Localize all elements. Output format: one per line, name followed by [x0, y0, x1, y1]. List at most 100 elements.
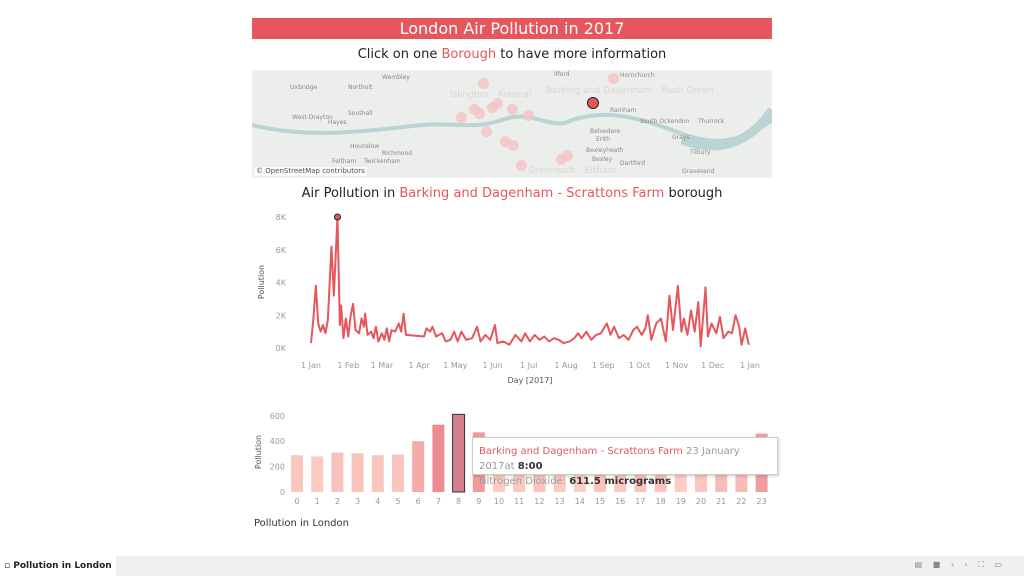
x-tick-label: 1 Jul	[520, 361, 537, 370]
map-place-label: Bexley	[592, 156, 613, 163]
x-tick-label: 17	[635, 497, 645, 506]
map-place-label: Dartford	[620, 160, 646, 167]
bar-hour-3	[351, 453, 364, 492]
x-tick-label: 2	[335, 497, 340, 506]
borough-marker[interactable]	[500, 136, 511, 147]
map-place-label: Richmond	[382, 150, 413, 157]
x-tick-label: 1 Sep	[592, 361, 615, 370]
map-place-label: Bexleyheath	[586, 147, 624, 154]
tooltip-measure-value: 611.5 micrograms	[569, 476, 672, 487]
x-tick-label: 19	[676, 497, 686, 506]
x-tick-label: 21	[716, 497, 726, 506]
thames-river	[252, 107, 772, 151]
x-tick-label: 8	[456, 497, 461, 506]
bar-hour-1	[311, 456, 324, 492]
x-tick-label: 1 Nov	[665, 361, 689, 370]
selected-borough-marker[interactable]	[587, 97, 599, 109]
x-tick-label: 6	[416, 497, 421, 506]
view-controls[interactable]: ▤ ■ ‹ › ⛶ ▭	[914, 560, 1006, 569]
line-chart-title: Air Pollution in Barking and Dagenham - …	[252, 186, 772, 201]
x-tick-label: 9	[476, 497, 481, 506]
bar-hour-8	[452, 413, 466, 493]
borough-marker[interactable]	[523, 110, 534, 121]
map-place-label: Northolt	[348, 84, 373, 91]
y-axis-title: Pollution	[257, 265, 266, 299]
line-title-station: Barking and Dagenham - Scrattons Farm	[399, 186, 665, 201]
bar-hour-5	[392, 454, 404, 492]
x-tick-label: 1 Apr	[409, 361, 431, 370]
borough-marker[interactable]	[481, 126, 492, 137]
x-tick-label: 3	[355, 497, 360, 506]
x-tick-label: 13	[555, 497, 565, 506]
map-place-label: Gravesend	[682, 168, 715, 175]
x-tick-label: 11	[514, 497, 524, 506]
y-tick-label: 0K	[276, 344, 287, 353]
map-place-label: Wembley	[382, 74, 410, 81]
x-tick-label: 14	[575, 497, 585, 506]
x-tick-label: 12	[534, 497, 544, 506]
bar-hour-2	[331, 452, 344, 492]
map-place-label: Twickenham	[364, 158, 401, 165]
daily-pollution-line-chart[interactable]: 0K 2K 4K 6K 8K 1 Jan 1 Feb 1 Mar 1 Apr 1 May 1 Jun…	[0, 200, 1024, 390]
x-tick-label: 1 Jan	[740, 361, 760, 370]
bar-hour-4	[371, 455, 384, 492]
line-title-pre: Air Pollution in	[301, 186, 400, 201]
map-place-label: Southall	[348, 110, 373, 117]
subtitle-pre: Click on one	[357, 47, 442, 62]
borough-marker[interactable]	[474, 108, 485, 119]
borough-marker[interactable]	[478, 78, 489, 89]
borough-marker[interactable]	[456, 112, 467, 123]
line-title-post: borough	[664, 186, 723, 201]
bar-hour-6	[412, 441, 425, 492]
map-place-label: Uxbridge	[290, 84, 318, 91]
pollution-line	[310, 216, 750, 348]
bar-hour-7	[432, 424, 445, 492]
map-place-label: South Ockendon	[640, 118, 690, 125]
x-tick-label: 1 Aug	[554, 361, 577, 370]
map-place-label: Hornchurch	[620, 72, 655, 79]
x-tick-label: 1 Dec	[701, 361, 724, 370]
x-tick-label: 1 Jan	[301, 361, 321, 370]
map-place-label: Belvedere	[590, 128, 621, 135]
sheet-tab-label: Pollution in London	[13, 561, 112, 571]
highlighted-point	[333, 213, 341, 221]
y-tick-label: 2K	[276, 311, 287, 320]
tooltip: Barking and Dagenham - Scrattons Farm 23…	[472, 437, 778, 487]
borough-marker[interactable]	[507, 104, 518, 115]
tooltip-station: Barking and Dagenham - Scrattons Farm	[479, 446, 683, 457]
borough-marker[interactable]	[508, 140, 519, 151]
dashboard-title: London Air Pollution in 2017	[252, 18, 772, 39]
x-tick-label: 1 May	[443, 361, 467, 370]
subtitle: Click on one Borough to have more inform…	[252, 47, 772, 62]
map-place-label: Hounslow	[350, 143, 380, 150]
borough-marker[interactable]	[556, 154, 567, 165]
x-axis-title: Day [2017]	[508, 376, 553, 385]
subtitle-highlight: Borough	[441, 47, 497, 62]
borough-marker[interactable]	[608, 73, 619, 84]
map-borough-label: Islington - Arsenal	[450, 90, 532, 100]
map-place-label: Thurrock	[698, 118, 725, 125]
x-tick-label: 10	[494, 497, 504, 506]
map-place-label: Erith	[596, 136, 611, 143]
x-tick-label: 7	[436, 497, 441, 506]
x-tick-label: 15	[595, 497, 605, 506]
borough-marker[interactable]	[562, 150, 573, 161]
tooltip-measure-label: Nitrogen Dioxide:	[479, 476, 567, 487]
borough-marker[interactable]	[487, 102, 498, 113]
borough-map[interactable]: © OpenStreetMap contributors Uxbridge Nor…	[252, 70, 772, 178]
x-tick-label: 5	[395, 497, 400, 506]
y-axis-title: Pollution	[254, 435, 263, 469]
map-place-label: Rainham	[610, 107, 637, 114]
x-tick-label: 1 Oct	[629, 361, 650, 370]
map-borough-label: Barking and Dagenham - Rush Green	[546, 86, 714, 96]
map-place-label: Tilbury	[690, 149, 711, 156]
sheet-icon: ▫	[4, 561, 14, 571]
y-tick-label: 200	[270, 463, 285, 472]
x-tick-label: 0	[294, 497, 299, 506]
tooltip-date: 23 January 2017at	[479, 446, 740, 472]
map-attribution[interactable]: © OpenStreetMap contributors	[254, 167, 367, 176]
borough-marker[interactable]	[516, 160, 527, 171]
y-tick-label: 0	[280, 488, 285, 497]
borough-marker[interactable]	[492, 98, 503, 109]
sheet-tab[interactable]: ▫ Pollution in London	[0, 556, 116, 576]
